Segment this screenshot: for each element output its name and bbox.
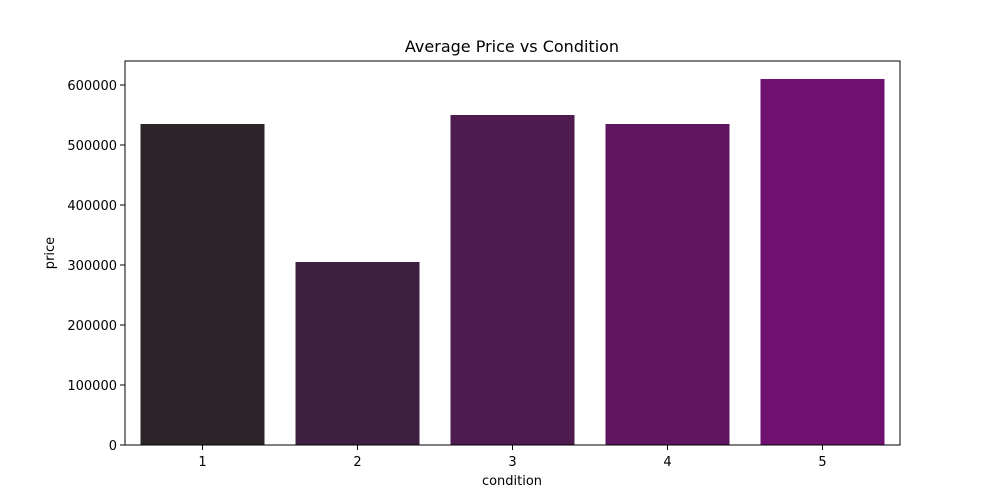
bar-condition-1 <box>140 124 265 445</box>
y-axis-label: price <box>43 237 58 269</box>
x-axis-label: condition <box>482 474 542 489</box>
bars-group <box>140 79 885 445</box>
y-axis-ticks: 0 100000 200000 300000 400000 500000 600000 <box>67 79 125 454</box>
x-axis-ticks: 1 2 3 4 5 <box>198 445 827 470</box>
x-tick-label: 4 <box>663 455 671 470</box>
y-tick-label: 600000 <box>67 79 117 94</box>
y-tick-label: 500000 <box>67 139 117 154</box>
bar-condition-3 <box>450 115 575 445</box>
y-tick-label: 100000 <box>67 379 117 394</box>
x-tick-label: 5 <box>818 455 826 470</box>
x-tick-label: 2 <box>353 455 361 470</box>
y-tick-label: 0 <box>109 439 117 454</box>
x-tick-label: 1 <box>198 455 206 470</box>
y-tick-label: 200000 <box>67 319 117 334</box>
chart-title: Average Price vs Condition <box>405 37 619 56</box>
x-tick-label: 3 <box>508 455 516 470</box>
bar-condition-5 <box>760 79 885 445</box>
plot-area-frame <box>124 60 901 446</box>
bar-condition-4 <box>605 124 730 445</box>
bar-condition-2 <box>295 262 420 445</box>
y-tick-label: 400000 <box>67 199 117 214</box>
y-tick-label: 300000 <box>67 259 117 274</box>
